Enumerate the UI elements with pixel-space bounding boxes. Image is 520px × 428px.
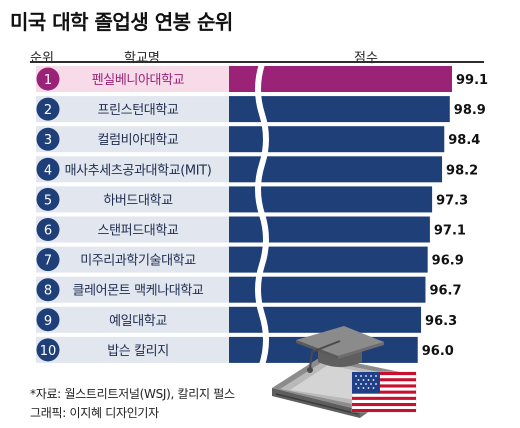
header-divider (30, 61, 484, 63)
bar (229, 66, 452, 92)
bar-row: 4 매사추세츠공과대학교(MIT) 98.2 (36, 156, 478, 183)
bar-row: 2 프린스턴대학교 98.9 (36, 96, 486, 123)
bar (229, 216, 430, 243)
value-label: 98.4 (448, 133, 480, 148)
school-name: 하버드대학교 (103, 193, 173, 208)
us-flag-icon (351, 371, 417, 413)
school-name: 컬럼비아대학교 (98, 133, 179, 148)
label-panel (36, 276, 229, 303)
rank-badge (36, 97, 60, 121)
rank-badge (36, 308, 60, 332)
label-panel (36, 66, 229, 92)
graduation-illustration (272, 326, 417, 418)
rank-number: 5 (44, 193, 52, 208)
value-label: 97.3 (436, 193, 468, 208)
rank-number: 4 (44, 163, 52, 178)
rank-badge (36, 157, 60, 181)
school-name: 밥슨 칼리지 (107, 344, 169, 359)
bar-row: 8 클레어몬트 맥케나대학교 96.7 (36, 276, 462, 303)
rank-badge (36, 127, 60, 151)
chart-rows: 1 펜실베니아대학교 99.1 2 프린스턴대학교 98.9 3 컬럼비아대학교 98.4 4 매사… (36, 63, 488, 366)
bar-row: 7 미주리과학기술대학교 96.9 (36, 246, 464, 273)
value-label: 96.3 (425, 314, 457, 329)
value-label: 96.0 (422, 344, 454, 359)
value-label: 99.1 (456, 73, 488, 88)
label-panel (36, 216, 229, 243)
rank-badge (36, 67, 60, 91)
label-panel (36, 246, 229, 273)
bar (229, 126, 445, 153)
value-label: 97.1 (434, 224, 466, 239)
rank-number: 1 (44, 73, 52, 88)
label-panel (36, 126, 229, 153)
label-panel (36, 306, 229, 333)
bar-row: 3 컬럼비아대학교 98.4 (36, 126, 480, 153)
bar-row: 1 펜실베니아대학교 99.1 (36, 66, 488, 92)
rank-number: 6 (44, 224, 52, 239)
bar-row: 9 예일대학교 96.3 (36, 306, 457, 333)
value-label: 96.9 (432, 254, 464, 269)
rank-number: 2 (44, 103, 52, 118)
school-name: 프린스턴대학교 (98, 103, 179, 118)
rank-badge (36, 338, 60, 362)
label-panel (36, 96, 229, 123)
rank-badge (36, 218, 60, 241)
label-panel (36, 156, 229, 183)
chart-title: 미국 대학 졸업생 연봉 순위 (10, 10, 233, 34)
value-label: 96.7 (429, 284, 461, 299)
value-label: 98.9 (454, 103, 486, 118)
label-panel (36, 336, 229, 363)
school-name: 스탠퍼드대학교 (98, 224, 179, 239)
rank-number: 10 (40, 344, 57, 359)
rank-number: 8 (44, 284, 52, 299)
school-name: 펜실베니아대학교 (92, 73, 185, 88)
label-panel (36, 186, 229, 213)
bar-row: 10 밥슨 칼리지 96.0 (36, 336, 454, 363)
rank-badge (36, 248, 60, 272)
value-label: 98.2 (446, 163, 478, 178)
rank-number: 9 (44, 314, 52, 329)
bar-row: 6 스탠퍼드대학교 97.1 (36, 216, 466, 243)
school-name: 클레어몬트 맥케나대학교 (73, 284, 204, 299)
axis-break (255, 63, 269, 366)
bar-row: 5 하버드대학교 97.3 (36, 186, 468, 213)
rank-number: 3 (44, 133, 52, 148)
graduation-cap-icon (296, 326, 384, 373)
graphic-credit: 그래픽: 이지혜 디자인기자 (30, 406, 159, 420)
school-name: 매사추세츠공과대학교(MIT) (65, 163, 212, 178)
rank-badge (36, 278, 60, 302)
rank-badge (36, 187, 60, 211)
bar (229, 276, 426, 303)
rank-number: 7 (44, 254, 52, 269)
school-name: 미주리과학기술대학교 (80, 254, 196, 269)
source-footnote: *자료: 월스트리트저널(WSJ), 칼리지 펄스 (30, 387, 235, 401)
school-name: 예일대학교 (109, 314, 167, 329)
